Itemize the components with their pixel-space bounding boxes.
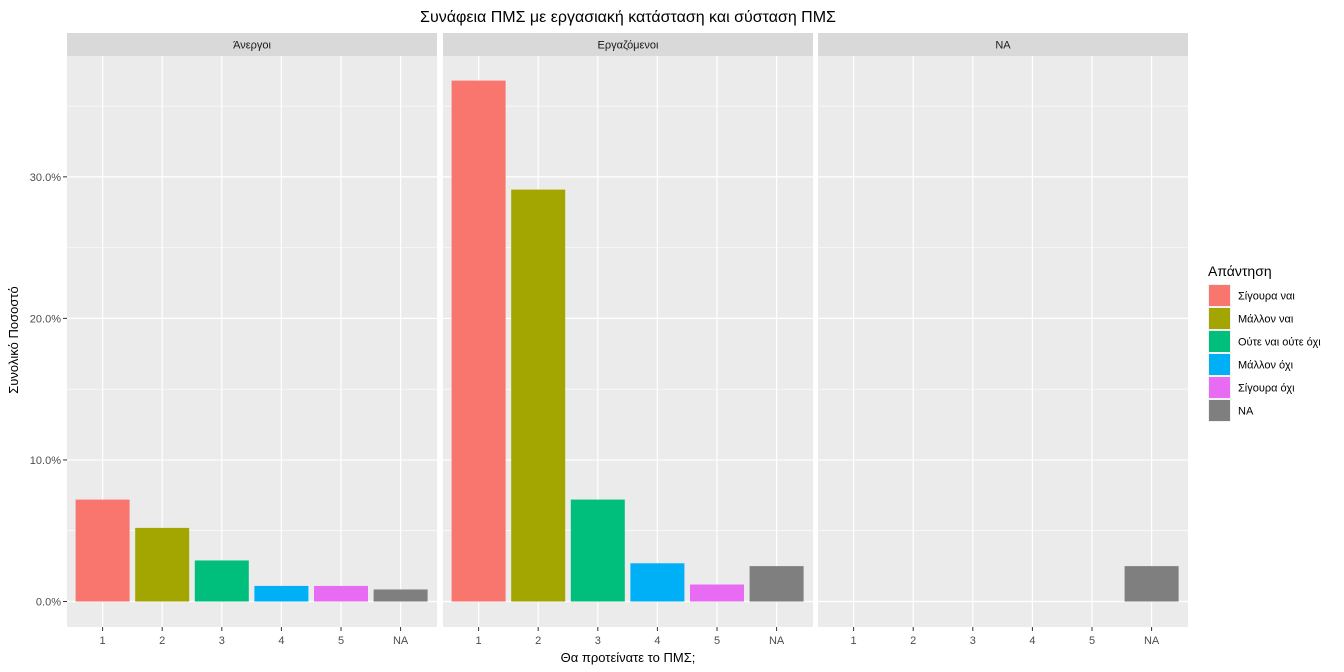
facet-strip-label: Άνεργοι <box>233 40 271 52</box>
facet-strip <box>67 33 437 56</box>
x-tick-label: 4 <box>654 635 660 647</box>
x-tick-label: 5 <box>338 635 344 647</box>
legend: Απάντηση Σίγουρα ναι Μάλλον ναι Ούτε ναι ού… <box>1208 263 1321 422</box>
legend-label: Σίγουρα ναι <box>1238 291 1295 303</box>
legend-swatch <box>1209 400 1230 421</box>
legend-title: Απάντηση <box>1208 263 1272 279</box>
bar <box>630 563 685 602</box>
facet-panel: Άνεργοι 1 2 3 4 5 NA <box>67 33 437 647</box>
facet-strip <box>443 33 813 56</box>
y-tick-label: 10.0% <box>30 455 61 467</box>
legend-label: Σίγουρα όχι <box>1238 383 1295 395</box>
bar <box>75 499 130 602</box>
bar <box>749 566 804 602</box>
bar <box>511 189 566 602</box>
x-tick-label: 3 <box>595 635 601 647</box>
legend-label: NA <box>1238 406 1254 418</box>
x-tick-label: 1 <box>476 635 482 647</box>
legend-swatch <box>1209 354 1230 375</box>
legend-item: Σίγουρα ναι <box>1208 284 1295 307</box>
x-tick-label: 3 <box>970 635 976 647</box>
y-axis-title: Συνολικό Ποσοστό <box>6 286 21 393</box>
x-tick-label: 5 <box>714 635 720 647</box>
bar <box>570 499 625 602</box>
legend-swatch <box>1209 331 1230 352</box>
bar <box>194 560 249 602</box>
panel-background <box>818 56 1188 627</box>
chart-title: Συνάφεια ΠΜΣ με εργασιακή κατάσταση και … <box>420 9 836 26</box>
legend-item: Μάλλον ναι <box>1208 307 1294 330</box>
facet-strip-label: Εργαζόμενοι <box>598 40 660 52</box>
facet-strip <box>818 33 1188 56</box>
y-axis: 0.0% 10.0% 20.0% 30.0% <box>30 172 67 609</box>
legend-item: Μάλλον όχι <box>1208 353 1294 376</box>
x-tick-label: NA <box>1144 635 1160 647</box>
bar <box>135 527 190 602</box>
x-axis-title: Θα προτείνατε το ΠΜΣ; <box>561 650 696 665</box>
y-tick-label: 30.0% <box>30 172 61 184</box>
bar <box>254 585 309 602</box>
legend-label: Ούτε ναι ούτε όχι <box>1238 337 1321 349</box>
x-tick-label: NA <box>769 635 785 647</box>
bar <box>1124 566 1179 602</box>
legend-item: NA <box>1208 399 1254 422</box>
y-tick-label: 20.0% <box>30 313 61 325</box>
x-tick-label: 2 <box>910 635 916 647</box>
x-tick-label: 1 <box>851 635 857 647</box>
legend-swatch <box>1209 377 1230 398</box>
legend-swatch <box>1209 308 1230 329</box>
x-tick-label: 2 <box>159 635 165 647</box>
facet-strip-label: NA <box>995 40 1011 52</box>
legend-swatch <box>1209 285 1230 306</box>
facet-panel: NA 1 2 3 4 5 NA <box>818 33 1188 647</box>
x-tick-label: 1 <box>100 635 106 647</box>
x-tick-label: 2 <box>535 635 541 647</box>
bar <box>690 584 744 602</box>
y-tick-label: 0.0% <box>36 597 61 609</box>
legend-item: Σίγουρα όχι <box>1208 376 1295 399</box>
x-tick-label: 3 <box>219 635 225 647</box>
x-tick-label: 4 <box>1029 635 1035 647</box>
legend-label: Μάλλον ναι <box>1238 314 1294 326</box>
bar <box>451 80 506 602</box>
bar <box>373 589 428 602</box>
bar <box>314 585 368 602</box>
x-tick-label: 4 <box>278 635 284 647</box>
legend-item: Ούτε ναι ούτε όχι <box>1208 330 1321 353</box>
facet-panel: Εργαζόμενοι 1 2 3 4 5 NA <box>443 33 813 647</box>
x-tick-label: 5 <box>1089 635 1095 647</box>
x-tick-label: NA <box>393 635 409 647</box>
legend-label: Μάλλον όχι <box>1238 360 1294 372</box>
